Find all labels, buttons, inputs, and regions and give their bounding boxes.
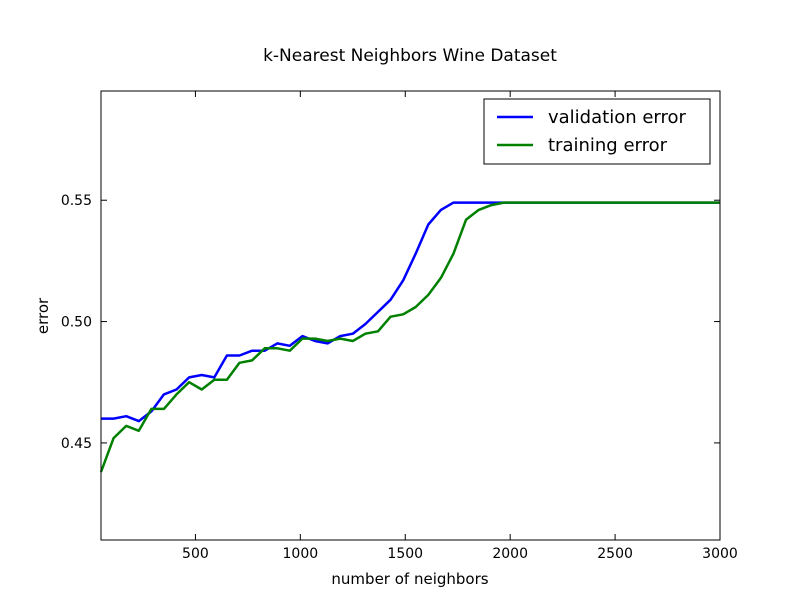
y-tick-label: 0.50 (61, 315, 92, 331)
x-tick-label: 1000 (283, 546, 319, 562)
x-tick-label: 2500 (597, 546, 633, 562)
legend-box (483, 98, 711, 165)
legend-label-validation: validation error (548, 107, 687, 128)
x-axis-label: number of neighbors (331, 570, 488, 588)
legend: validation error training error (483, 98, 711, 165)
plot-frame (100, 90, 721, 541)
series-line-training-error (99, 201, 720, 473)
axis-ticks: 500 1000 1500 2000 2500 3000 0.45 0.50 0.55 (61, 91, 738, 562)
x-tick-label: 1500 (387, 546, 423, 562)
y-tick-label: 0.45 (61, 436, 92, 452)
legend-label-training: training error (548, 135, 668, 156)
y-axis-label: error (34, 297, 52, 334)
x-tick-label: 2000 (492, 546, 528, 562)
series-line-validation-error (101, 201, 720, 423)
chart-title: k-Nearest Neighbors Wine Dataset (263, 46, 557, 66)
x-tick-label: 3000 (702, 546, 738, 562)
x-tick-label: 500 (182, 546, 209, 562)
y-tick-label: 0.55 (61, 193, 92, 209)
plot-lines (99, 201, 720, 473)
